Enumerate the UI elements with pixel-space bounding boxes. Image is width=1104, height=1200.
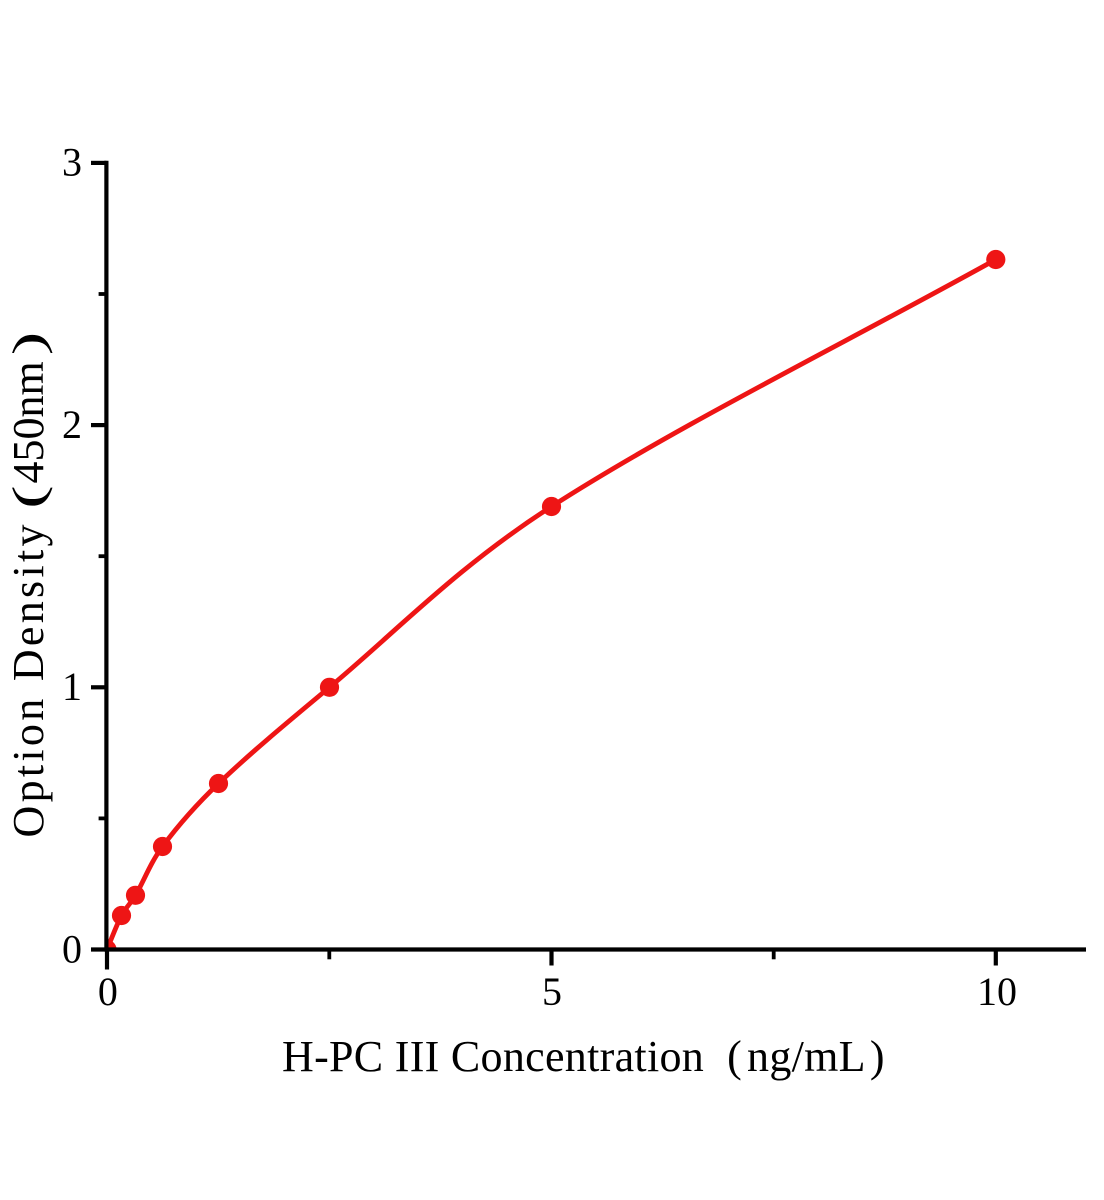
svg-text:10: 10 bbox=[977, 969, 1017, 1014]
svg-text:0: 0 bbox=[98, 969, 118, 1014]
svg-text:2: 2 bbox=[62, 402, 82, 447]
svg-text:): ) bbox=[4, 332, 53, 355]
svg-text:3: 3 bbox=[62, 140, 82, 185]
svg-text:(: ( bbox=[4, 485, 53, 508]
svg-text:H-PC III Concentration(ng/mL): H-PC III Concentration(ng/mL) bbox=[282, 1032, 885, 1081]
svg-text:0: 0 bbox=[62, 926, 82, 971]
svg-text:1: 1 bbox=[62, 664, 82, 709]
svg-text:5: 5 bbox=[542, 969, 562, 1014]
svg-text:450nm: 450nm bbox=[4, 361, 53, 483]
svg-text:Option Density: Option Density bbox=[4, 521, 53, 837]
